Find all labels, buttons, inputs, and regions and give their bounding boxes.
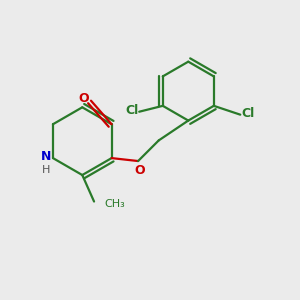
Text: O: O	[134, 164, 145, 177]
Text: Cl: Cl	[242, 107, 255, 120]
Text: O: O	[78, 92, 89, 105]
Text: CH₃: CH₃	[104, 200, 125, 209]
Text: H: H	[41, 165, 50, 175]
Text: Cl: Cl	[125, 104, 139, 117]
Text: N: N	[40, 150, 51, 163]
